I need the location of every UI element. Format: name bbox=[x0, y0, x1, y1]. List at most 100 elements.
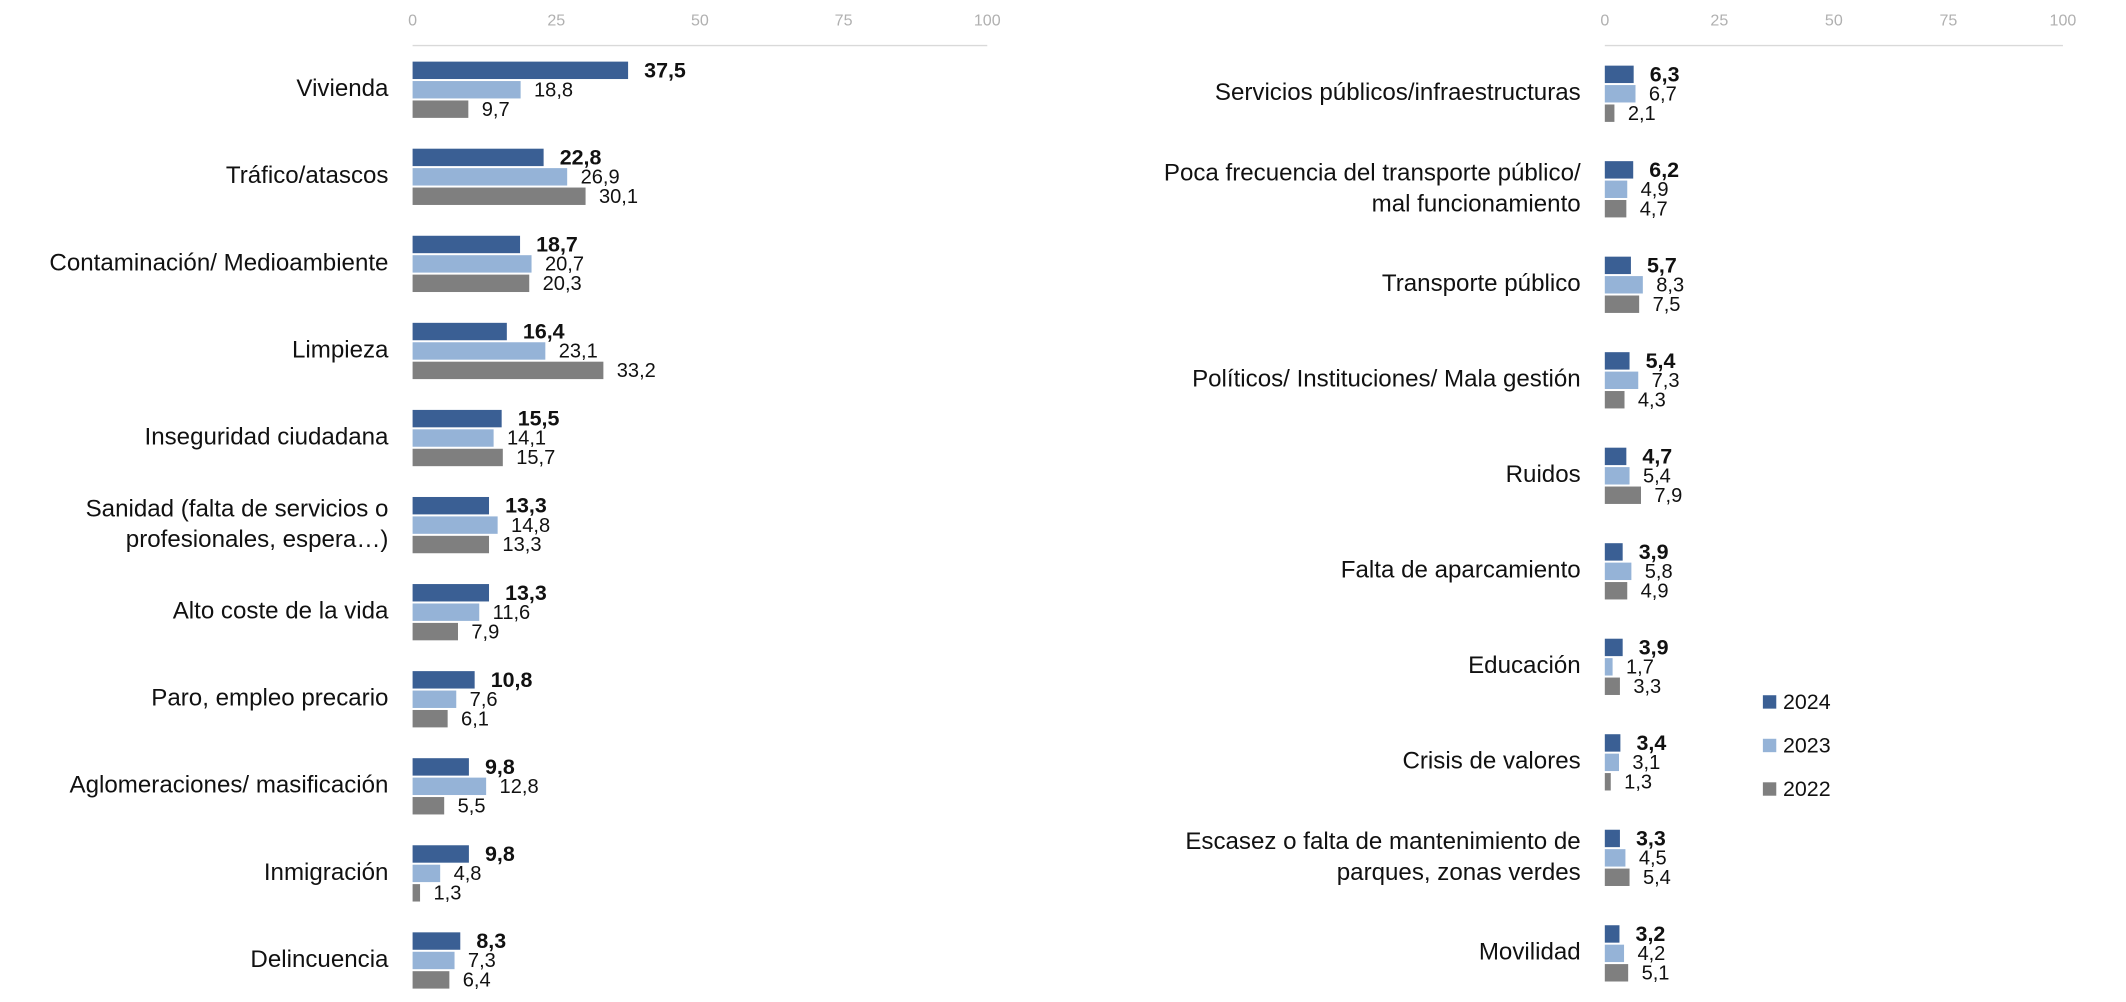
value-label: 9,7 bbox=[482, 99, 510, 121]
bar bbox=[1604, 352, 1630, 370]
value-label: 13,3 bbox=[505, 581, 547, 605]
value-label: 4,8 bbox=[454, 863, 482, 885]
category-label: Delincuencia bbox=[250, 946, 389, 973]
bar bbox=[1604, 295, 1640, 313]
value-label: 8,3 bbox=[1656, 274, 1684, 296]
value-label: 26,9 bbox=[581, 166, 620, 188]
bar bbox=[1604, 964, 1629, 982]
category-label: Limpieza bbox=[292, 336, 389, 363]
bar bbox=[412, 274, 530, 293]
value-label: 3,9 bbox=[1639, 635, 1669, 659]
value-label: 9,8 bbox=[485, 755, 515, 779]
category-label: Aglomeraciones/ masificación bbox=[70, 772, 389, 799]
value-label: 5,4 bbox=[1643, 867, 1671, 889]
bar bbox=[1604, 773, 1611, 791]
value-label: 5,4 bbox=[1646, 349, 1676, 373]
value-label: 7,3 bbox=[1652, 370, 1680, 392]
value-label: 3,4 bbox=[1636, 731, 1666, 755]
value-label: 4,9 bbox=[1641, 580, 1669, 602]
bar bbox=[1604, 161, 1634, 179]
x-tick-label: 50 bbox=[1825, 12, 1843, 30]
legend-label: 2024 bbox=[1783, 690, 1831, 714]
bar bbox=[412, 535, 490, 554]
bar bbox=[1604, 543, 1623, 561]
value-label: 7,3 bbox=[468, 950, 496, 972]
bar bbox=[1604, 562, 1632, 581]
value-label: 4,7 bbox=[1640, 198, 1668, 220]
value-label: 14,1 bbox=[507, 428, 546, 450]
bar bbox=[412, 100, 469, 118]
value-label: 14,8 bbox=[511, 515, 550, 537]
value-label: 4,9 bbox=[1641, 179, 1669, 201]
bar bbox=[412, 61, 629, 80]
bar bbox=[412, 409, 502, 428]
category-label: Contaminación/ Medioambiente bbox=[49, 249, 388, 276]
x-tick-label: 0 bbox=[1600, 12, 1609, 30]
bar bbox=[412, 864, 441, 883]
category-label: Políticos/ Instituciones/ Mala gestión bbox=[1192, 366, 1581, 393]
value-label: 5,4 bbox=[1643, 465, 1671, 487]
value-label: 3,1 bbox=[1632, 752, 1660, 774]
value-label: 9,8 bbox=[485, 842, 515, 866]
bar bbox=[1604, 104, 1615, 122]
bar bbox=[1604, 256, 1631, 275]
value-label: 7,9 bbox=[1654, 485, 1682, 507]
value-label: 20,7 bbox=[545, 254, 584, 276]
bar bbox=[1604, 371, 1639, 390]
value-label: 6,2 bbox=[1649, 158, 1679, 182]
x-tick-label: 25 bbox=[547, 12, 565, 30]
value-label: 5,8 bbox=[1645, 561, 1673, 583]
value-label: 5,1 bbox=[1642, 962, 1670, 984]
value-label: 6,7 bbox=[1649, 83, 1677, 105]
bar bbox=[1604, 180, 1628, 198]
value-label: 3,3 bbox=[1636, 826, 1666, 850]
category-label: Inmigración bbox=[264, 859, 389, 886]
value-label: 16,4 bbox=[523, 320, 565, 344]
value-label: 3,3 bbox=[1633, 676, 1661, 698]
category-label: Servicios públicos/infraestructuras bbox=[1215, 79, 1581, 106]
bar bbox=[1604, 829, 1620, 848]
bar bbox=[412, 932, 461, 950]
category-label: Alto coste de la vida bbox=[173, 598, 389, 625]
x-tick-label: 0 bbox=[408, 12, 417, 30]
bar bbox=[1604, 199, 1627, 218]
category-label: Inseguridad ciudadana bbox=[145, 423, 390, 450]
bar bbox=[1604, 467, 1630, 485]
value-label: 4,2 bbox=[1637, 943, 1665, 965]
legend-label: 2023 bbox=[1783, 733, 1831, 757]
bar bbox=[1604, 677, 1620, 695]
value-label: 18,7 bbox=[536, 232, 578, 256]
value-label: 13,3 bbox=[505, 494, 547, 518]
legend-swatch bbox=[1762, 738, 1777, 753]
bar bbox=[412, 361, 604, 380]
value-label: 20,3 bbox=[543, 273, 582, 295]
value-label: 6,4 bbox=[463, 970, 491, 992]
bar bbox=[1604, 638, 1623, 657]
value-label: 33,2 bbox=[617, 360, 656, 382]
value-label: 4,5 bbox=[1639, 848, 1667, 870]
category-label: Poca frecuencia del transporte público/m… bbox=[1164, 160, 1581, 218]
bar bbox=[412, 187, 586, 205]
x-tick-label: 75 bbox=[1939, 12, 1957, 30]
value-label: 3,2 bbox=[1636, 922, 1666, 946]
value-label: 4,7 bbox=[1642, 444, 1672, 468]
category-label: Falta de aparcamiento bbox=[1341, 557, 1581, 584]
bar bbox=[1604, 391, 1625, 409]
value-label: 5,7 bbox=[1647, 253, 1677, 277]
bar bbox=[412, 255, 532, 273]
value-label: 1,3 bbox=[433, 882, 461, 904]
x-tick-label: 50 bbox=[691, 12, 709, 30]
category-label: Ruidos bbox=[1506, 461, 1581, 488]
bar bbox=[1604, 944, 1625, 963]
bar bbox=[412, 758, 469, 776]
bar bbox=[412, 516, 498, 534]
x-tick-label: 100 bbox=[2050, 12, 2077, 30]
legend-label: 2022 bbox=[1783, 777, 1831, 801]
value-label: 30,1 bbox=[599, 186, 638, 208]
bar bbox=[412, 429, 494, 447]
bar bbox=[412, 971, 450, 989]
bar bbox=[412, 342, 546, 360]
category-label: Vivienda bbox=[296, 75, 389, 102]
bar bbox=[412, 845, 469, 863]
